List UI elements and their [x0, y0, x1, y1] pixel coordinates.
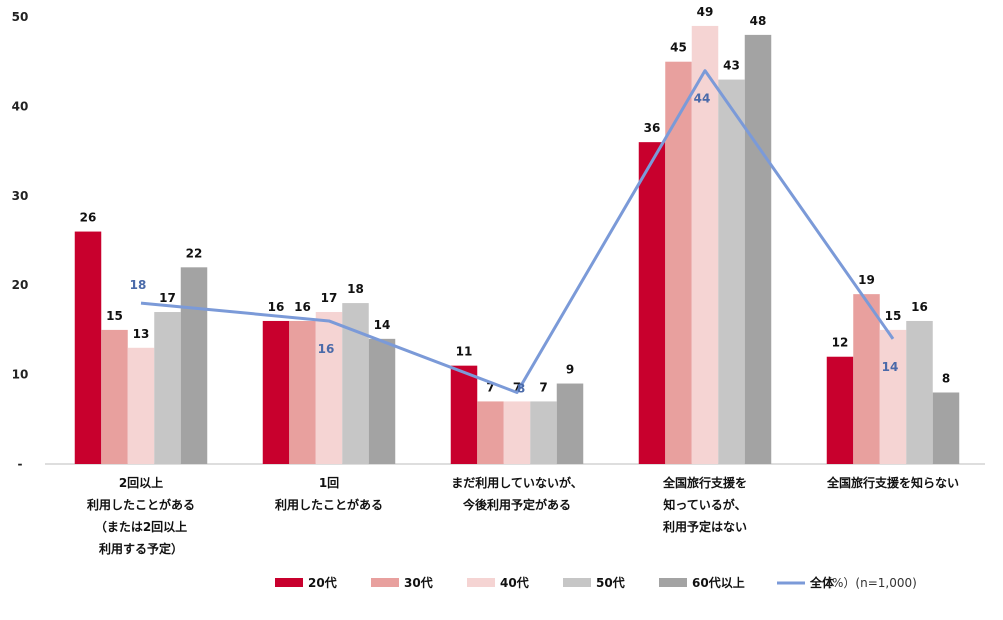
line-value-label: 8	[517, 381, 525, 395]
y-tick-label: 10	[12, 368, 29, 382]
category-label: （または2回以上	[95, 519, 187, 534]
category-label: まだ利用していないが、	[451, 475, 582, 490]
bar-20代	[262, 320, 290, 464]
bar-value-label: 22	[186, 246, 203, 260]
line-全体	[140, 69, 895, 394]
category-label: 全国旅行支援を知らない	[826, 475, 959, 490]
bar-60代以上	[180, 267, 208, 464]
category-label: 1回	[319, 476, 339, 490]
legend-label: 40代	[500, 575, 529, 590]
bar-value-label: 14	[374, 318, 391, 332]
category-label: 2回以上	[119, 475, 163, 490]
bar-30代	[477, 401, 504, 464]
bar-50代	[718, 79, 745, 464]
bar-value-label: 36	[644, 121, 661, 135]
legend-swatch-30代	[371, 578, 399, 587]
bar-40代	[127, 347, 155, 464]
bar-50代	[154, 312, 181, 464]
bar-value-label: 45	[670, 41, 687, 55]
line-value-label: 14	[882, 360, 899, 374]
bar-value-label: 15	[106, 309, 123, 323]
bar-30代	[101, 329, 128, 464]
bar-30代	[289, 320, 316, 464]
bar-value-label: 26	[80, 211, 97, 225]
bar-20代	[638, 142, 666, 464]
legend-swatch-40代	[467, 578, 495, 587]
category-label: 利用したことがある	[275, 497, 383, 512]
category-label: 利用予定はない	[663, 519, 747, 534]
bar-50代	[530, 401, 557, 464]
bar-20代	[826, 356, 854, 464]
bar-40代	[879, 329, 907, 464]
bar-value-label: 12	[832, 336, 849, 350]
sample-note: （%）(n=1,000)	[820, 576, 917, 590]
bar-value-label: 49	[697, 5, 714, 19]
bar-60代以上	[932, 392, 960, 464]
bar-value-label: 19	[858, 273, 875, 287]
bar-value-label: 9	[566, 363, 574, 377]
legend-label: 30代	[404, 575, 433, 590]
bar-value-label: 16	[294, 300, 311, 314]
bar-value-label: 15	[885, 309, 902, 323]
category-label: 全国旅行支援を	[662, 475, 747, 490]
bar-40代	[691, 25, 719, 464]
y-tick-label: -	[18, 457, 23, 471]
category-label: 利用する予定）	[99, 541, 183, 556]
bar-value-label: 8	[942, 371, 950, 385]
legend-swatch-50代	[563, 578, 591, 587]
y-tick-label: 20	[12, 278, 29, 292]
legend-swatch-60代以上	[659, 578, 687, 587]
bar-40代	[315, 312, 343, 464]
legend-label: 50代	[596, 575, 625, 590]
bar-value-label: 17	[159, 291, 176, 305]
bar-value-label: 16	[911, 300, 928, 314]
category-label: 知っているが、	[662, 497, 746, 512]
line-value-label: 44	[694, 92, 711, 106]
bar-20代	[450, 365, 478, 464]
bar-60代以上	[556, 383, 584, 464]
y-tick-label: 40	[12, 99, 29, 113]
bar-value-label: 13	[133, 327, 150, 341]
bar-50代	[906, 320, 933, 464]
y-tick-label: 50	[12, 10, 29, 24]
bar-value-label: 43	[723, 59, 740, 73]
bar-value-label: 16	[268, 300, 285, 314]
bar-value-label: 17	[321, 291, 338, 305]
legend-label: 全体	[809, 575, 835, 590]
legend-label: 60代以上	[692, 575, 745, 590]
category-label: 利用したことがある	[87, 497, 195, 512]
bar-40代	[503, 401, 531, 464]
bar-30代	[853, 294, 880, 464]
bar-value-label: 48	[750, 14, 767, 28]
bar-60代以上	[744, 34, 772, 464]
bar-value-label: 7	[539, 380, 547, 394]
line-value-label: 16	[318, 342, 335, 356]
bar-value-label: 7	[513, 380, 521, 394]
bar-value-label: 11	[456, 345, 473, 359]
line-value-label: 18	[130, 278, 147, 292]
bar-value-label: 18	[347, 282, 364, 296]
legend-label: 20代	[308, 575, 337, 590]
bar-60代以上	[368, 338, 396, 464]
bar-20代	[74, 231, 102, 464]
bar-value-label: 7	[486, 380, 494, 394]
category-label: 今後利用予定がある	[462, 497, 571, 512]
legend-swatch-20代	[275, 578, 303, 587]
bar-30代	[665, 61, 692, 464]
y-tick-label: 30	[12, 189, 29, 203]
